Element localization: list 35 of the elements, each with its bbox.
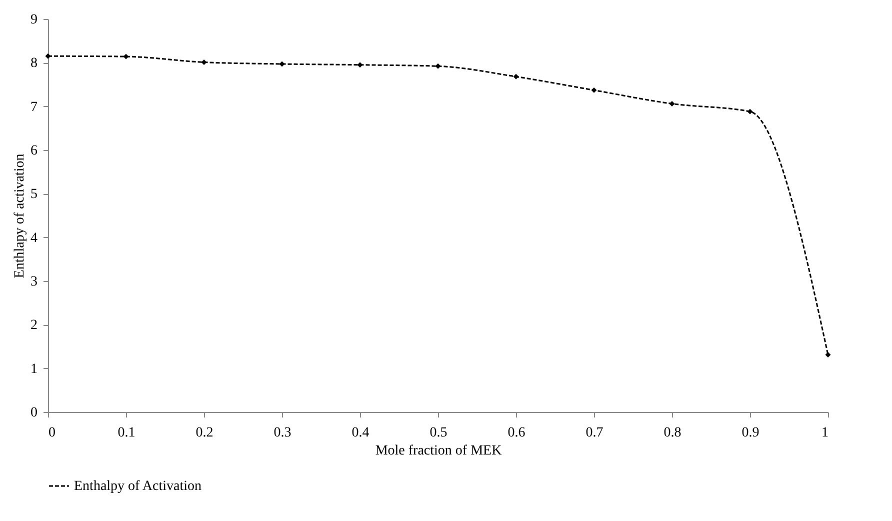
point — [513, 74, 519, 80]
x-tick-label: 0.8 — [664, 426, 682, 440]
x-axis-title: Mole fraction of MEK — [375, 444, 502, 458]
y-tick-label: 9 — [30, 12, 38, 28]
y-tick-label: 0 — [30, 406, 38, 420]
y-tick-label: 4 — [30, 230, 38, 246]
y-tick-label: 5 — [30, 187, 38, 202]
y-tick-label: 2 — [30, 318, 38, 334]
y-tick-label: 8 — [30, 56, 38, 72]
point — [45, 53, 51, 59]
legend-label: Enthalpy of Activation — [74, 479, 202, 494]
point — [201, 59, 207, 65]
y-tick-label: 3 — [30, 274, 38, 290]
point — [357, 62, 363, 68]
y-axis-title: Enthlapy of activation — [12, 154, 28, 278]
y-tick-label: 1 — [30, 362, 38, 377]
x-tick-label: 0.7 — [586, 426, 604, 440]
x-tick-label: 0.3 — [274, 426, 292, 440]
x-tick-label: 0.5 — [430, 426, 448, 440]
point — [747, 108, 753, 114]
point — [435, 63, 441, 69]
x-tick-label: 0.9 — [742, 426, 760, 440]
point — [669, 100, 675, 106]
x-tick-label: 0 — [48, 426, 56, 440]
y-tick-label: 7 — [30, 100, 38, 115]
point — [123, 54, 129, 60]
y-tick-label: 6 — [30, 144, 38, 158]
x-tick-label: 1 — [822, 426, 828, 440]
x-tick-label: 0.4 — [352, 426, 370, 440]
point — [591, 87, 597, 93]
x-tick-label: 0.2 — [196, 426, 214, 440]
point — [279, 61, 285, 67]
x-tick-label: 0.6 — [508, 426, 526, 440]
point — [825, 352, 831, 358]
x-tick-label: 0.1 — [118, 426, 136, 440]
